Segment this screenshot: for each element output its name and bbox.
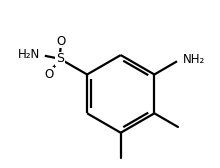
- Text: NH₂: NH₂: [183, 53, 205, 66]
- Text: H₂N: H₂N: [18, 48, 40, 61]
- Text: S: S: [56, 52, 64, 65]
- Text: O: O: [56, 35, 65, 48]
- Text: O: O: [45, 68, 54, 80]
